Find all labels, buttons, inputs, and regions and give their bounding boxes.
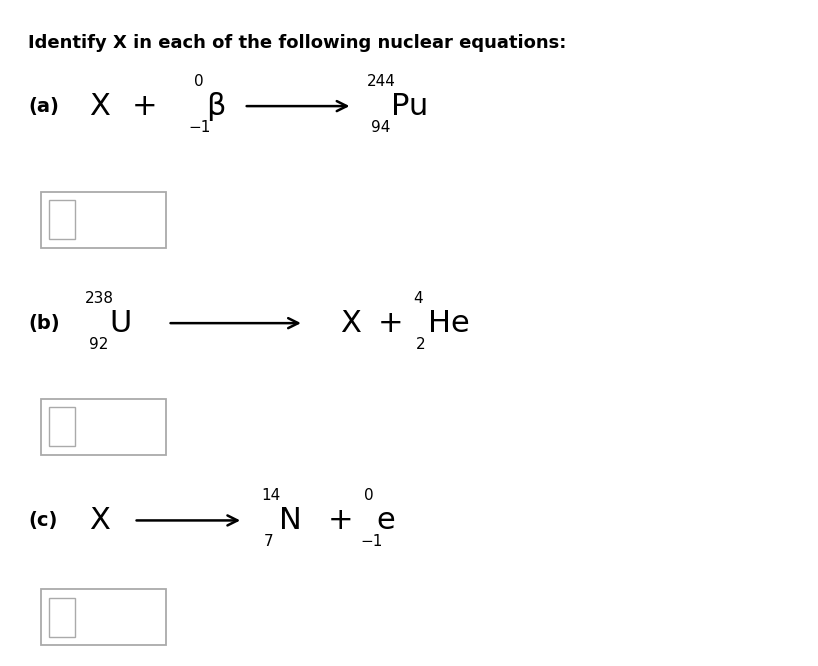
Bar: [41, 589, 166, 645]
Text: He: He: [428, 308, 470, 338]
Text: Pu: Pu: [391, 92, 429, 121]
Bar: [49, 407, 75, 446]
Text: −1: −1: [188, 120, 210, 135]
Bar: [49, 200, 75, 239]
Bar: [49, 598, 75, 637]
Text: 2: 2: [416, 337, 425, 352]
Text: 0: 0: [195, 74, 204, 89]
Text: Identify X in each of the following nuclear equations:: Identify X in each of the following nucl…: [29, 34, 567, 52]
Text: e: e: [376, 506, 395, 535]
Text: X: X: [340, 308, 361, 338]
Text: 92: 92: [89, 337, 109, 352]
Text: X: X: [89, 92, 110, 121]
Text: N: N: [280, 506, 302, 535]
Text: 14: 14: [262, 488, 281, 503]
Text: −1: −1: [361, 534, 383, 549]
Text: X: X: [89, 506, 110, 535]
Bar: [41, 192, 166, 248]
Text: 4: 4: [413, 290, 423, 306]
Text: (b): (b): [29, 314, 60, 332]
Text: (a): (a): [29, 97, 60, 116]
Text: 7: 7: [264, 534, 274, 549]
Text: (c): (c): [29, 511, 58, 530]
Bar: [41, 399, 166, 455]
Text: U: U: [110, 308, 132, 338]
Text: +: +: [328, 506, 353, 535]
Text: β: β: [207, 92, 226, 121]
Text: 238: 238: [85, 290, 115, 306]
Text: 94: 94: [371, 120, 390, 135]
Text: +: +: [132, 92, 158, 121]
Text: +: +: [378, 308, 404, 338]
Text: 0: 0: [365, 488, 374, 503]
Text: 244: 244: [367, 74, 396, 89]
